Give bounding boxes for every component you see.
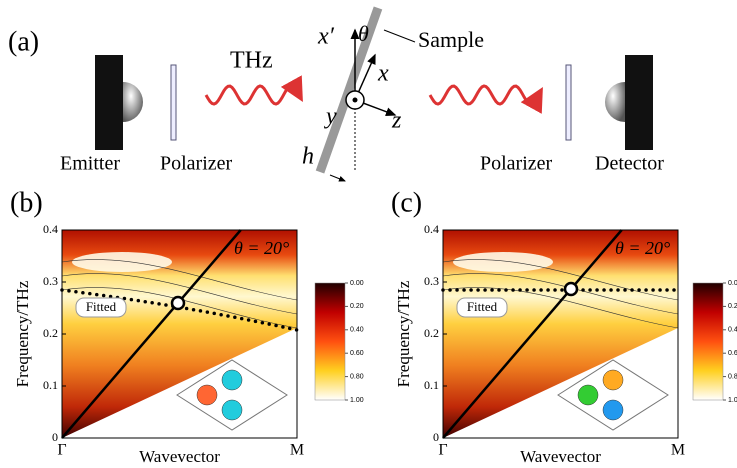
- inset-lattice: [176, 359, 288, 431]
- x-tick-label: Γ: [438, 442, 447, 459]
- label: θ: [358, 21, 369, 46]
- label: x′: [317, 24, 335, 50]
- colorbar-tick-label: 1.00: [728, 397, 737, 404]
- colorbar: [314, 282, 346, 401]
- detector-body: [625, 55, 653, 150]
- annotation: Fitted: [467, 299, 498, 314]
- y-tick-label: 0.3: [424, 274, 439, 288]
- x-axis-label: Wavevector: [520, 447, 601, 466]
- x-tick-label: Γ: [57, 442, 66, 459]
- y-tick-label: 0.1: [43, 378, 58, 392]
- y-tick-label: 0.3: [43, 274, 58, 288]
- y-axis-label: Frequency/THz: [394, 280, 413, 387]
- polarizer: [170, 64, 177, 141]
- inset-lattice: [557, 359, 669, 431]
- inset-site: [602, 369, 624, 391]
- annotation-box: [456, 297, 508, 318]
- angle-line: [61, 229, 242, 439]
- colorbar-tick-label: 0.00: [728, 280, 737, 287]
- colorbar-tick-label: 0.80: [350, 373, 364, 380]
- leader: [383, 29, 416, 43]
- inset-site: [221, 399, 243, 421]
- colorbar-tick-label: 0.40: [350, 327, 364, 334]
- angle-line: [442, 229, 623, 439]
- colorbar-tick-label: 0.40: [728, 327, 737, 334]
- heatmap: [443, 230, 678, 438]
- x-axis-label: Wavevector: [139, 447, 220, 466]
- label: Polarizer: [480, 153, 553, 175]
- annotation-box: [75, 297, 127, 318]
- emitter-lens: [123, 82, 143, 122]
- contour: [442, 273, 679, 315]
- label: Polarizer: [160, 153, 233, 175]
- y-tick-label: 0.2: [424, 326, 439, 340]
- colorbar-tick-label: 0.00: [350, 280, 364, 287]
- annotation: θ = 20°: [234, 238, 289, 258]
- colorbar: [692, 282, 724, 401]
- sample: [315, 6, 383, 174]
- label: Detector: [595, 153, 664, 175]
- inset-site: [221, 369, 243, 391]
- label: Sample: [418, 27, 484, 52]
- contour: [61, 273, 298, 315]
- label: h: [302, 144, 314, 170]
- colorbar-tick-label: 0.20: [728, 303, 737, 310]
- colorbar-tick-label: 0.60: [350, 350, 364, 357]
- contour: [61, 259, 298, 301]
- y-tick-label: 0: [52, 430, 58, 444]
- label: x: [377, 61, 389, 87]
- inset-site: [196, 384, 218, 406]
- thz-wave: [428, 84, 543, 114]
- thz-wave: [204, 75, 303, 106]
- x-tick-label: M: [290, 442, 304, 459]
- colorbar-tick-label: 0.20: [350, 303, 364, 310]
- panel-label: (c): [391, 187, 422, 218]
- y-tick-label: 0: [433, 430, 439, 444]
- heatmap-band: [453, 252, 553, 272]
- colorbar-tick-label: 1.00: [350, 397, 364, 404]
- contour: [442, 259, 679, 301]
- inset-site: [577, 384, 599, 406]
- detector-lens: [605, 82, 625, 122]
- y-tick-label: 0.4: [424, 222, 439, 236]
- heatmap: [62, 230, 297, 438]
- polarizer: [565, 64, 572, 141]
- heatmap-band: [72, 252, 172, 272]
- inset-site: [602, 399, 624, 421]
- axis-y: [352, 97, 358, 103]
- y-tick-label: 0.1: [424, 378, 439, 392]
- label: z: [391, 108, 402, 134]
- annotation: Fitted: [86, 299, 117, 314]
- y-tick-label: 0.2: [43, 326, 58, 340]
- panel-label: (a): [8, 26, 39, 57]
- crossing: [170, 295, 186, 311]
- y-axis-label: Frequency/THz: [13, 280, 32, 387]
- label: THz: [230, 48, 273, 74]
- panel-label: (b): [10, 187, 43, 218]
- x-tick-label: M: [671, 442, 685, 459]
- label: y: [324, 104, 337, 130]
- crossing: [563, 281, 579, 297]
- label: Emitter: [60, 153, 120, 175]
- y-tick-label: 0.4: [43, 222, 58, 236]
- thickness: [329, 174, 346, 182]
- colorbar-tick-label: 0.60: [728, 350, 737, 357]
- colorbar-tick-label: 0.80: [728, 373, 737, 380]
- contour: [442, 287, 679, 329]
- annotation: θ = 20°: [615, 238, 670, 258]
- emitter-body: [95, 55, 123, 150]
